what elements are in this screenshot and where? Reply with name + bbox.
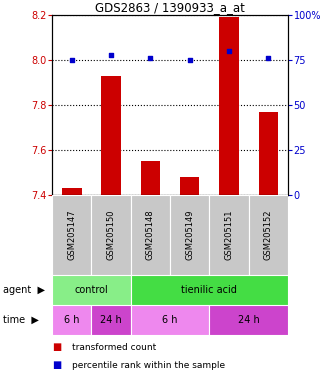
Bar — [170, 195, 209, 275]
Bar — [140, 161, 160, 195]
Point — [187, 57, 192, 63]
Text: GSM205147: GSM205147 — [67, 210, 76, 260]
Text: ■: ■ — [52, 360, 61, 370]
Text: GSM205152: GSM205152 — [264, 210, 273, 260]
Bar — [101, 76, 121, 195]
Point — [148, 55, 153, 61]
Title: GDS2863 / 1390933_a_at: GDS2863 / 1390933_a_at — [95, 1, 245, 14]
Bar — [131, 195, 170, 275]
Text: GSM205151: GSM205151 — [224, 210, 233, 260]
Bar — [131, 305, 209, 335]
Bar — [62, 188, 81, 195]
Bar — [209, 305, 288, 335]
Bar — [91, 195, 131, 275]
Text: GSM205150: GSM205150 — [107, 210, 116, 260]
Bar — [249, 195, 288, 275]
Point — [226, 48, 232, 54]
Point — [108, 51, 114, 58]
Bar — [91, 305, 131, 335]
Text: GSM205148: GSM205148 — [146, 210, 155, 260]
Bar — [131, 275, 288, 305]
Point — [266, 55, 271, 61]
Text: 6 h: 6 h — [64, 315, 79, 325]
Bar — [52, 305, 91, 335]
Text: ■: ■ — [52, 342, 61, 352]
Text: 24 h: 24 h — [100, 315, 122, 325]
Bar — [259, 112, 278, 195]
Text: GSM205149: GSM205149 — [185, 210, 194, 260]
Bar — [52, 275, 131, 305]
Text: tienilic acid: tienilic acid — [181, 285, 237, 295]
Text: percentile rank within the sample: percentile rank within the sample — [72, 361, 225, 369]
Bar — [180, 177, 200, 195]
Text: transformed count: transformed count — [72, 343, 156, 351]
Text: agent  ▶: agent ▶ — [3, 285, 45, 295]
Text: 24 h: 24 h — [238, 315, 260, 325]
Text: control: control — [74, 285, 108, 295]
Bar — [219, 17, 239, 195]
Text: 6 h: 6 h — [162, 315, 178, 325]
Text: time  ▶: time ▶ — [3, 315, 39, 325]
Bar — [52, 195, 91, 275]
Bar — [209, 195, 249, 275]
Point — [69, 57, 74, 63]
